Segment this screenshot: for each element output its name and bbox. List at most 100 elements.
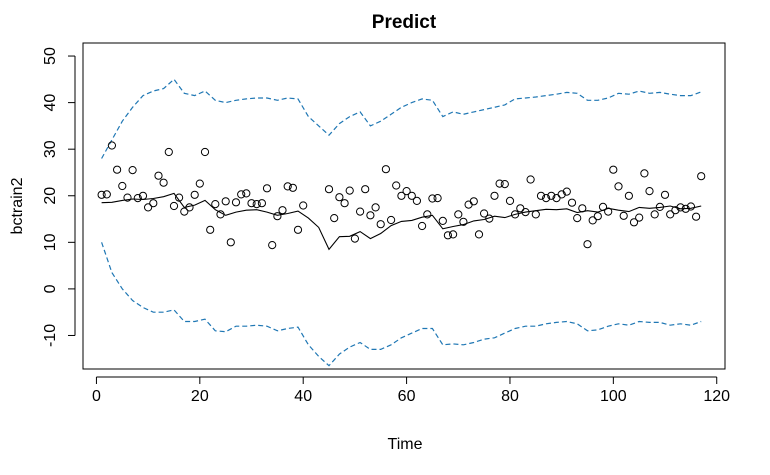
series-layer xyxy=(101,78,702,367)
data-point xyxy=(262,184,272,193)
data-point xyxy=(102,190,111,199)
data-point xyxy=(619,211,628,220)
data-point xyxy=(423,210,432,219)
data-point xyxy=(542,194,551,203)
data-point xyxy=(671,206,680,215)
data-point xyxy=(242,189,251,198)
data-point xyxy=(604,207,613,216)
y-tick-label: -10 xyxy=(42,324,59,347)
data-point xyxy=(459,217,468,226)
data-point xyxy=(97,190,106,199)
y-tick-label: 0 xyxy=(42,284,59,293)
y-tick-label: 10 xyxy=(42,233,59,251)
x-tick-label: 0 xyxy=(92,388,101,405)
data-point xyxy=(335,193,344,202)
data-point xyxy=(490,191,499,200)
data-point xyxy=(686,202,696,211)
x-tick-label: 20 xyxy=(191,388,209,405)
data-point xyxy=(418,221,427,231)
y-tick-label: 40 xyxy=(42,94,59,112)
data-point xyxy=(237,190,246,199)
data-point xyxy=(185,203,194,212)
data-point xyxy=(376,220,385,229)
data-point xyxy=(231,198,241,207)
data-point xyxy=(221,197,230,206)
data-point xyxy=(474,230,484,239)
data-point xyxy=(433,194,442,203)
data-point xyxy=(381,165,390,174)
data-point xyxy=(526,175,535,184)
data-point xyxy=(330,214,339,223)
y-tick-label: 30 xyxy=(42,140,59,158)
y-tick-label: 50 xyxy=(42,47,59,65)
data-point xyxy=(195,179,204,188)
chart-title: Predict xyxy=(372,12,437,33)
data-point xyxy=(211,200,220,209)
y-tick-label: 20 xyxy=(42,187,59,205)
upper-bound-line xyxy=(101,78,702,159)
data-point xyxy=(521,208,530,217)
data-point xyxy=(190,190,199,199)
data-point xyxy=(113,165,122,174)
data-point xyxy=(257,199,266,208)
prediction-line xyxy=(101,192,702,251)
data-point xyxy=(557,190,566,199)
data-point xyxy=(118,181,127,191)
data-point xyxy=(293,225,303,234)
y-axis-label: bctrain2 xyxy=(9,177,26,234)
data-point xyxy=(144,203,153,212)
data-point xyxy=(350,234,359,243)
data-point xyxy=(624,191,634,200)
data-point xyxy=(138,191,148,200)
data-point xyxy=(278,206,287,215)
data-point xyxy=(123,193,132,202)
data-point xyxy=(583,240,592,249)
plot-frame xyxy=(82,42,726,370)
x-tick-label: 120 xyxy=(703,388,730,405)
data-point xyxy=(149,199,158,208)
data-point xyxy=(324,185,334,194)
data-point xyxy=(578,204,587,213)
data-point xyxy=(345,186,354,195)
data-point xyxy=(676,203,685,212)
data-point xyxy=(247,199,256,208)
data-point xyxy=(283,182,292,191)
data-point xyxy=(588,216,597,225)
data-point xyxy=(288,183,297,192)
data-point xyxy=(164,147,173,157)
data-point xyxy=(454,210,463,219)
data-point xyxy=(469,197,478,206)
data-point xyxy=(640,169,649,178)
data-point xyxy=(438,216,447,225)
data-point xyxy=(412,196,421,205)
data-point xyxy=(495,179,504,188)
data-point xyxy=(629,218,639,227)
data-point xyxy=(397,191,406,200)
data-point xyxy=(500,180,509,189)
data-point xyxy=(531,210,540,219)
x-tick-label: 100 xyxy=(600,388,627,405)
data-point xyxy=(692,212,701,221)
data-point xyxy=(655,202,665,211)
data-point xyxy=(402,187,411,196)
x-tick-label: 60 xyxy=(398,388,416,405)
data-point xyxy=(154,171,163,180)
data-point xyxy=(593,212,602,221)
data-point xyxy=(387,215,396,225)
data-point xyxy=(635,213,644,222)
data-point xyxy=(660,190,670,199)
y-axis: -10 0 10 20 30 40 50 xyxy=(42,47,76,347)
data-point xyxy=(443,231,452,240)
data-point xyxy=(392,181,401,190)
data-point xyxy=(180,207,189,216)
data-point xyxy=(609,165,618,174)
data-point xyxy=(567,198,577,207)
x-tick-label: 80 xyxy=(501,388,519,405)
data-point xyxy=(273,212,282,221)
data-point xyxy=(133,194,142,203)
data-point xyxy=(598,202,608,211)
data-point xyxy=(268,241,277,250)
data-point xyxy=(159,178,168,187)
